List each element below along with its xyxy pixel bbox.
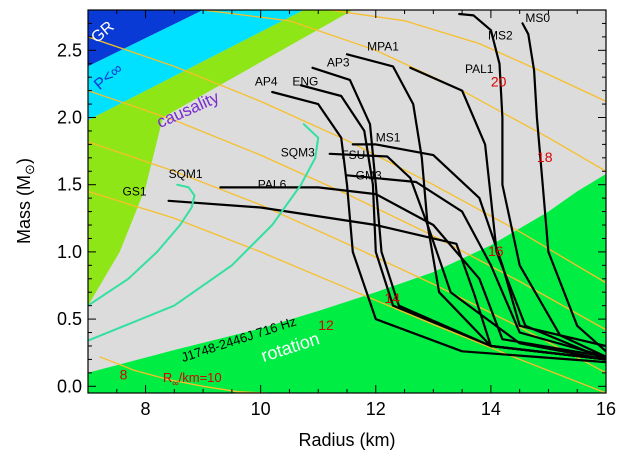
curve-label-fsu: FSU xyxy=(341,148,365,162)
annotation-2: R∞/km=10 xyxy=(163,370,222,388)
curve-eng xyxy=(299,84,606,361)
curve-label-gm3: GM3 xyxy=(356,168,382,182)
radiation-radius-label-14: 14 xyxy=(384,290,400,306)
curve-label-ap4: AP4 xyxy=(255,74,278,88)
annotation-suffix: /km=10 xyxy=(179,370,222,385)
radiation-radius-line-extra-6 xyxy=(329,10,606,102)
curve-mpa1 xyxy=(345,53,606,361)
curve-ap4 xyxy=(271,90,606,364)
radiation-radius-line-12 xyxy=(88,190,606,393)
y-tick-label-1.5: 1.5 xyxy=(57,175,82,195)
curve-label-eng: ENG xyxy=(292,74,318,88)
curve-label-ms2: MS2 xyxy=(488,29,513,43)
x-tick-label-8: 8 xyxy=(141,399,151,419)
curve-label-gs1: GS1 xyxy=(123,184,147,198)
radiation-radius-line-18 xyxy=(88,36,606,284)
solar-mass-symbol: ⊙ xyxy=(22,164,37,175)
curve-label-ms0: MS0 xyxy=(525,11,550,25)
curve-label-mpa1: MPA1 xyxy=(367,39,399,53)
region-causality xyxy=(88,10,353,393)
curve-sqm3 xyxy=(88,123,320,342)
curve-label-ap3: AP3 xyxy=(327,55,350,69)
curve-sqm1 xyxy=(88,183,196,307)
y-axis-label-text: Mass (M xyxy=(14,175,34,244)
constraint-regions xyxy=(88,10,606,393)
radiation-radius-line-8 xyxy=(99,356,267,393)
eos-curves xyxy=(88,12,606,364)
axes: 8 10 12 14 16 0.0 0.5 1.0 1.5 2.0 2.5 xyxy=(57,9,616,419)
curve-ms2 xyxy=(458,12,606,358)
curve-ms1 xyxy=(351,143,606,348)
radiation-radius-label-12: 12 xyxy=(318,317,334,333)
curve-label-pal1: PAL1 xyxy=(465,62,494,76)
y-axis-label: Mass (M⊙) xyxy=(14,158,37,244)
radiation-radius-line-14 xyxy=(88,141,606,374)
x-tick-label-14: 14 xyxy=(481,399,501,419)
y-tick-label-2: 2.0 xyxy=(57,108,82,128)
region-rotation xyxy=(88,174,606,393)
x-tick-label-12: 12 xyxy=(366,399,386,419)
curve-gs1 xyxy=(167,199,606,361)
annotation-subscript: ∞ xyxy=(172,378,178,388)
x-tick-label-16: 16 xyxy=(596,399,616,419)
curve-gm3 xyxy=(345,174,606,358)
radiation-radius-label-18: 18 xyxy=(537,149,553,165)
y-axis-label-close: ) xyxy=(14,158,34,164)
curve-label-sqm3: SQM3 xyxy=(281,145,315,159)
x-axis-label: Radius (km) xyxy=(298,430,395,450)
y-tick-label-0: 0.0 xyxy=(57,376,82,396)
radiation-radius-label-16: 16 xyxy=(488,243,504,259)
radiation-radius-label-20: 20 xyxy=(491,74,507,90)
curve-label-sqm1: SQM1 xyxy=(169,167,203,181)
y-tick-label-0.5: 0.5 xyxy=(57,309,82,329)
curve-pal6 xyxy=(219,186,606,358)
curve-label-pal6: PAL6 xyxy=(258,178,287,192)
curve-ms0 xyxy=(521,22,606,353)
y-tick-label-2.5: 2.5 xyxy=(57,40,82,60)
y-tick-label-1: 1.0 xyxy=(57,242,82,262)
curve-label-ms1: MS1 xyxy=(376,131,401,145)
plot-area xyxy=(88,10,606,393)
x-tick-label-10: 10 xyxy=(251,399,271,419)
curve-pal1 xyxy=(409,66,606,361)
radiation-radius-label-8: 8 xyxy=(120,367,128,383)
annotation-main: R xyxy=(163,370,172,385)
